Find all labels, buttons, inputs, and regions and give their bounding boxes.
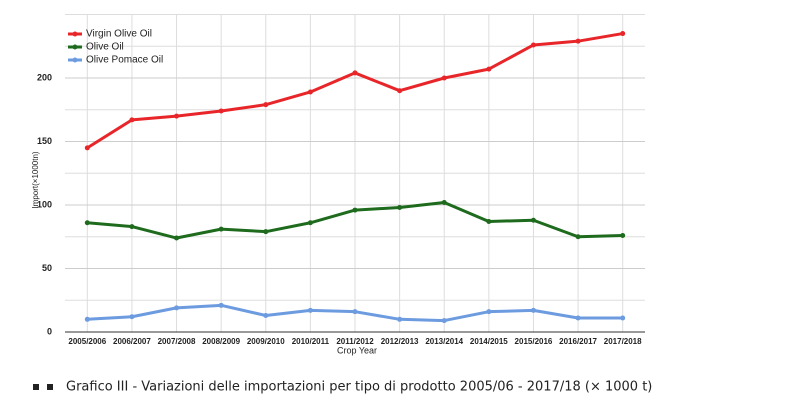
point (352, 70, 358, 76)
point (397, 205, 403, 211)
caption: Grafico III - Variazioni delle importazi… (66, 380, 652, 395)
x-tick-label: 2016/2017 (559, 337, 597, 346)
point (575, 234, 581, 240)
point (530, 42, 536, 48)
point (263, 102, 269, 108)
point (575, 315, 581, 321)
point (129, 117, 135, 123)
x-tick-label: 2012/2013 (381, 337, 419, 346)
legend-dot (72, 44, 78, 50)
point (530, 307, 536, 313)
point (307, 89, 313, 95)
point (530, 217, 536, 223)
point (575, 38, 581, 44)
point (620, 31, 626, 37)
y-tick-label: 50 (42, 263, 52, 273)
point (397, 316, 403, 322)
point (307, 220, 313, 226)
point (84, 145, 90, 151)
legend-dot (72, 31, 78, 37)
point (218, 226, 224, 232)
legend-dot (72, 57, 78, 63)
point (263, 312, 269, 318)
bullet (33, 384, 39, 390)
point (218, 108, 224, 114)
x-tick-label: 2008/2009 (202, 337, 240, 346)
x-tick-label: 2017/2018 (604, 337, 642, 346)
point (441, 199, 447, 205)
point (174, 113, 180, 119)
x-axis-title: Crop Year (337, 345, 377, 355)
point (441, 318, 447, 324)
point (129, 224, 135, 230)
point (218, 302, 224, 308)
y-tick-label: 0 (47, 326, 52, 336)
point (307, 307, 313, 313)
point (397, 88, 403, 94)
point (352, 309, 358, 315)
point (486, 309, 492, 315)
point (486, 219, 492, 225)
point (84, 220, 90, 226)
legend-label: Olive Oil (86, 42, 124, 53)
legend-label: Olive Pomace Oil (86, 55, 163, 66)
x-tick-label: 2015/2016 (515, 337, 553, 346)
x-tick-label: 2010/2011 (292, 337, 330, 346)
point (352, 207, 358, 213)
point (263, 229, 269, 235)
x-tick-label: 2006/2007 (113, 337, 151, 346)
legend-label: Virgin Olive Oil (86, 29, 152, 40)
y-tick-label: 200 (37, 72, 52, 82)
x-tick-label: 2007/2008 (158, 337, 196, 346)
point (620, 232, 626, 238)
point (620, 315, 626, 321)
point (441, 75, 447, 81)
x-tick-label: 2005/2006 (68, 337, 106, 346)
bullet (47, 384, 53, 390)
point (486, 66, 492, 72)
x-tick-label: 2014/2015 (470, 337, 508, 346)
point (84, 316, 90, 322)
point (129, 314, 135, 320)
point (174, 305, 180, 311)
x-tick-label: 2011/2012 (336, 337, 374, 346)
y-tick-label: 150 (37, 136, 52, 146)
x-tick-label: 2009/2010 (247, 337, 285, 346)
x-tick-label: 2013/2014 (425, 337, 463, 346)
point (174, 235, 180, 241)
y-axis-title: Import(×1000tn) (31, 151, 40, 208)
y-tick-label: 100 (37, 199, 52, 209)
